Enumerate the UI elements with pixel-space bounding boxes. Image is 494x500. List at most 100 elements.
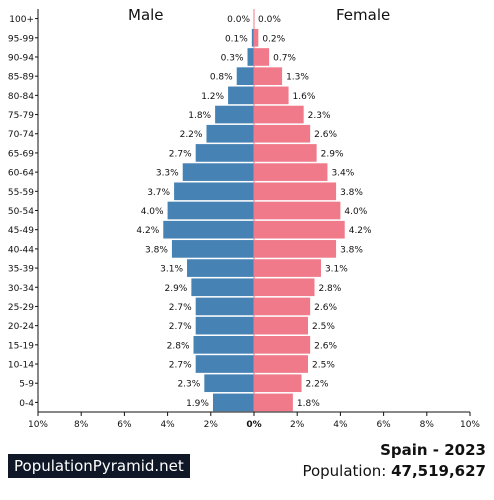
male-value-label: 4.0% [141, 207, 164, 217]
female-value-label: 1.3% [286, 73, 309, 83]
male-bar [167, 201, 254, 220]
age-group-label: 20-24 [8, 322, 34, 332]
female-value-label: 3.4% [331, 169, 354, 179]
female-bar [254, 105, 304, 124]
chart-svg: 0.0% 0.0% 100+ 0.1% 0.2% 95-99 0.3% 0.7% 90-94 0.… [8, 9, 480, 430]
female-bar [254, 220, 345, 239]
age-group-label: 40-44 [8, 245, 34, 255]
female-bar [254, 316, 308, 335]
x-tick-label: 2% [204, 420, 219, 430]
population-value: 47,519,627 [391, 462, 486, 480]
male-bar [195, 355, 254, 373]
x-tick-label: 10% [28, 420, 48, 430]
male-value-label: 3.7% [147, 188, 170, 198]
male-bar [236, 67, 254, 85]
age-group-label: 30-34 [8, 284, 34, 294]
female-bar [254, 355, 308, 373]
male-bar [174, 182, 254, 201]
female-value-label: 0.0% [258, 15, 281, 25]
female-value-label: 2.3% [308, 111, 331, 121]
male-bar [191, 278, 254, 297]
male-bar [195, 297, 254, 316]
female-bar [254, 393, 293, 412]
x-tick-label: 4% [333, 420, 348, 430]
age-group-label: 50-54 [8, 207, 34, 217]
female-bar [254, 278, 315, 297]
brand-badge[interactable]: PopulationPyramid.net [8, 454, 190, 478]
male-value-label: 1.8% [188, 111, 211, 121]
male-bar [163, 220, 254, 239]
male-bar [212, 393, 254, 412]
male-bar [228, 86, 254, 105]
male-value-label: 2.3% [177, 380, 200, 390]
male-bar [193, 336, 254, 354]
age-group-label: 10-14 [8, 361, 34, 371]
age-group-label: 15-19 [8, 341, 34, 351]
female-bar [254, 259, 321, 277]
female-value-label: 1.6% [293, 92, 316, 102]
female-value-label: 0.7% [273, 53, 296, 63]
female-bar [254, 144, 317, 162]
male-bar [251, 28, 254, 47]
age-group-label: 90-94 [8, 53, 34, 63]
female-value-label: 3.8% [340, 245, 363, 255]
male-value-label: 2.8% [167, 341, 190, 351]
female-bar [254, 163, 328, 181]
female-value-label: 0.2% [262, 34, 285, 44]
female-value-label: 1.8% [297, 399, 320, 409]
x-tick-label: 0% [246, 420, 261, 430]
x-tick-label: 4% [160, 420, 175, 430]
male-value-label: 1.9% [186, 399, 209, 409]
male-value-label: 2.7% [169, 361, 192, 371]
age-group-label: 55-59 [8, 188, 34, 198]
female-value-label: 2.6% [314, 303, 337, 313]
age-group-label: 5-9 [19, 380, 34, 390]
female-bar [254, 201, 341, 220]
male-value-label: 0.1% [225, 34, 248, 44]
x-tick-label: 10% [460, 420, 480, 430]
male-title: Male [128, 6, 164, 24]
female-value-label: 3.8% [340, 188, 363, 198]
male-bar [182, 163, 254, 181]
age-group-label: 45-49 [8, 226, 34, 236]
population-pyramid-chart: 0.0% 0.0% 100+ 0.1% 0.2% 95-99 0.3% 0.7% 90-94 0.… [8, 9, 480, 430]
female-title: Female [336, 6, 391, 24]
male-bar [195, 144, 254, 162]
female-bar [254, 124, 311, 143]
male-bar [215, 105, 254, 124]
male-value-label: 3.1% [160, 265, 183, 275]
x-tick-label: 8% [74, 420, 89, 430]
female-value-label: 4.0% [344, 207, 367, 217]
male-value-label: 2.7% [169, 322, 192, 332]
male-value-label: 0.0% [227, 15, 250, 25]
female-bar [254, 48, 270, 66]
age-group-label: 95-99 [8, 34, 34, 44]
male-value-label: 4.2% [136, 226, 159, 236]
female-value-label: 4.2% [349, 226, 372, 236]
male-value-label: 2.9% [164, 284, 187, 294]
female-value-label: 2.5% [312, 322, 335, 332]
male-bar [195, 316, 254, 335]
population-prefix: Population: [302, 462, 392, 480]
female-value-label: 3.1% [325, 265, 348, 275]
female-bar [254, 297, 311, 316]
x-tick-label: 6% [376, 420, 391, 430]
age-group-label: 70-74 [8, 130, 34, 140]
age-group-label: 85-89 [8, 73, 34, 83]
female-value-label: 2.6% [314, 130, 337, 140]
female-bar [254, 374, 302, 393]
age-group-label: 75-79 [8, 111, 34, 121]
male-value-label: 3.8% [145, 245, 168, 255]
male-bar [187, 259, 254, 277]
x-tick-label: 8% [420, 420, 435, 430]
footer-info: Spain - 2023 Population: 47,519,627 [302, 440, 486, 482]
male-value-label: 3.3% [156, 169, 179, 179]
male-value-label: 2.7% [169, 149, 192, 159]
female-bar [254, 336, 311, 354]
female-bar [254, 28, 259, 47]
age-group-label: 80-84 [8, 92, 34, 102]
male-bar [171, 240, 254, 258]
x-tick-label: 6% [117, 420, 132, 430]
male-bar [204, 374, 254, 393]
male-value-label: 0.3% [221, 53, 244, 63]
